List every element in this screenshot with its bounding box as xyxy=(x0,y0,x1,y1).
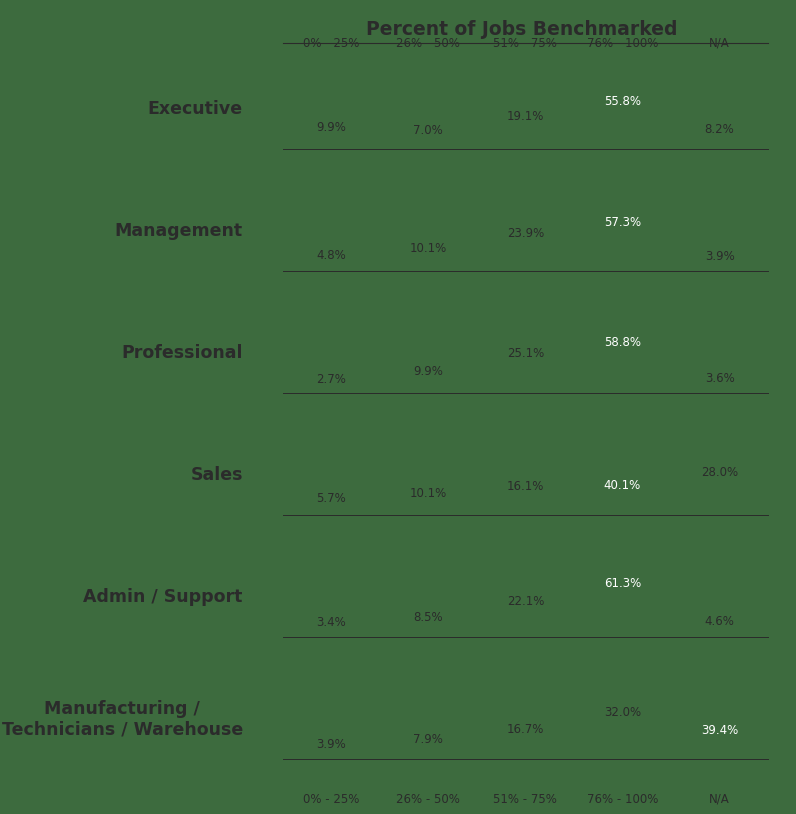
Text: 23.9%: 23.9% xyxy=(507,227,544,240)
Text: 26% - 50%: 26% - 50% xyxy=(396,37,460,50)
Text: 57.3%: 57.3% xyxy=(604,216,641,229)
Text: 19.1%: 19.1% xyxy=(507,110,544,123)
Text: 58.8%: 58.8% xyxy=(604,336,641,349)
Text: 25.1%: 25.1% xyxy=(507,348,544,361)
Text: 3.6%: 3.6% xyxy=(704,372,735,385)
Text: 16.7%: 16.7% xyxy=(507,724,544,737)
Text: 55.8%: 55.8% xyxy=(604,95,641,108)
Text: 4.6%: 4.6% xyxy=(704,615,735,628)
Text: 3.4%: 3.4% xyxy=(316,616,346,629)
Text: Executive: Executive xyxy=(147,100,243,118)
Text: 8.2%: 8.2% xyxy=(704,123,735,136)
Text: 9.9%: 9.9% xyxy=(316,120,346,133)
Text: N/A: N/A xyxy=(709,37,730,50)
Text: 4.8%: 4.8% xyxy=(316,248,346,261)
Text: 16.1%: 16.1% xyxy=(507,479,544,492)
Text: 0% - 25%: 0% - 25% xyxy=(303,37,359,50)
Text: 51% - 75%: 51% - 75% xyxy=(494,793,557,806)
Text: 8.5%: 8.5% xyxy=(413,610,443,624)
Text: 61.3%: 61.3% xyxy=(604,577,641,590)
Text: 2.7%: 2.7% xyxy=(316,373,346,386)
Text: 28.0%: 28.0% xyxy=(701,466,738,479)
Text: 51% - 75%: 51% - 75% xyxy=(494,37,557,50)
Text: 7.0%: 7.0% xyxy=(413,124,443,137)
Text: 7.9%: 7.9% xyxy=(413,733,443,746)
Text: 0% - 25%: 0% - 25% xyxy=(303,793,359,806)
Text: 3.9%: 3.9% xyxy=(704,250,735,263)
Text: Professional: Professional xyxy=(121,344,243,362)
Text: Percent of Jobs Benchmarked: Percent of Jobs Benchmarked xyxy=(365,20,677,38)
Text: 32.0%: 32.0% xyxy=(604,706,641,719)
Text: 76% - 100%: 76% - 100% xyxy=(587,37,658,50)
Text: 9.9%: 9.9% xyxy=(413,365,443,378)
Text: Admin / Support: Admin / Support xyxy=(84,589,243,606)
Text: Manufacturing /
Technicians / Warehouse: Manufacturing / Technicians / Warehouse xyxy=(2,700,243,739)
Text: N/A: N/A xyxy=(709,793,730,806)
Text: 76% - 100%: 76% - 100% xyxy=(587,793,658,806)
Text: 39.4%: 39.4% xyxy=(701,724,738,737)
Text: Sales: Sales xyxy=(190,466,243,484)
Text: 10.1%: 10.1% xyxy=(410,487,447,500)
Text: 22.1%: 22.1% xyxy=(507,595,544,608)
Text: 5.7%: 5.7% xyxy=(316,492,346,505)
Text: Management: Management xyxy=(115,222,243,240)
Text: 10.1%: 10.1% xyxy=(410,243,447,256)
Text: 3.9%: 3.9% xyxy=(316,738,346,751)
Text: 40.1%: 40.1% xyxy=(604,479,641,492)
Text: 26% - 50%: 26% - 50% xyxy=(396,793,460,806)
